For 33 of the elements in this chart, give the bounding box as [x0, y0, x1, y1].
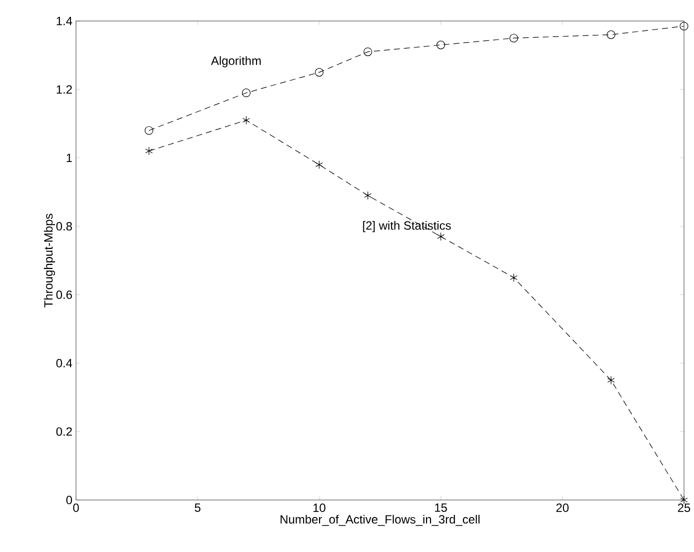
point [364, 191, 372, 200]
x-tick-label: 15 [435, 504, 447, 512]
point [436, 40, 446, 50]
y-tick-label: 0.6 [56, 290, 72, 299]
y-tick-label: 0 [66, 496, 72, 504]
point [315, 160, 323, 169]
point [607, 376, 615, 385]
point [144, 126, 154, 135]
series-label: [2] with Statistics [363, 220, 451, 232]
point [510, 273, 518, 282]
x-axis-title: Number_of_Active_Flows_in_3rd_cell [280, 514, 480, 526]
y-tick-label: 1.2 [56, 85, 72, 94]
point [437, 232, 445, 241]
point [242, 116, 250, 125]
y-tick-label: 0.4 [56, 358, 72, 368]
point [145, 146, 153, 156]
point [314, 68, 324, 77]
x-tick-label: 10 [313, 504, 326, 512]
point [680, 22, 688, 30]
x-tick-label: 25 [678, 504, 690, 512]
point [364, 48, 372, 56]
y-tick-label: 1.4 [56, 16, 72, 26]
x-tick-label: 0 [73, 504, 79, 512]
point [606, 30, 616, 39]
x-tick-label: 5 [194, 504, 200, 512]
point [509, 34, 518, 42]
y-tick-label: 0.8 [56, 222, 72, 231]
y-axis-title: Throughput-Mbps [44, 214, 56, 308]
y-tick-label: 0.2 [56, 427, 72, 436]
series-label: Algorithm [211, 56, 261, 68]
point [242, 88, 251, 98]
y-tick-label: 1 [66, 154, 72, 162]
x-tick-label: 20 [556, 504, 569, 512]
